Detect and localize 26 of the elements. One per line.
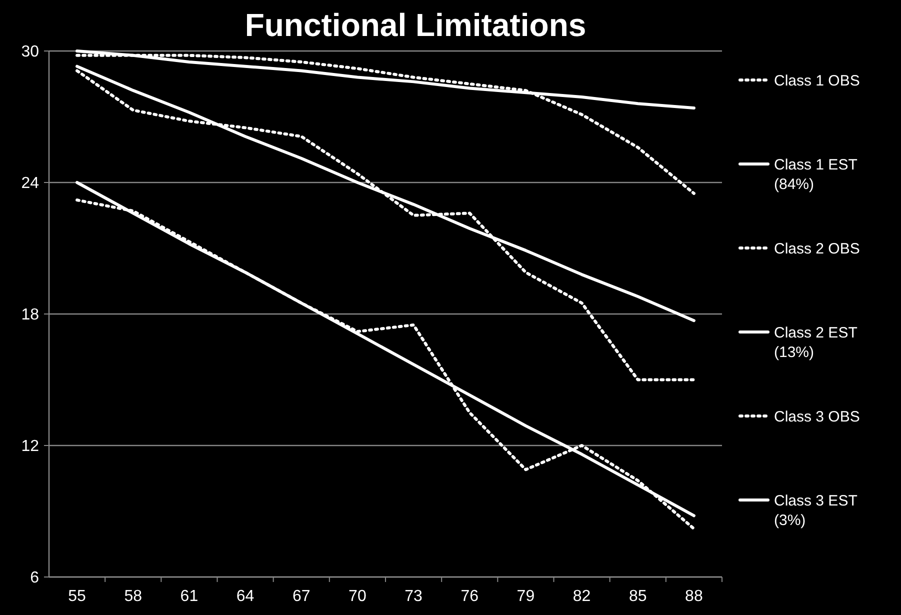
x-tick-label: 64 [236, 588, 254, 605]
x-tick-label: 55 [68, 588, 86, 605]
x-tick-label: 58 [124, 588, 142, 605]
y-tick-label: 30 [21, 44, 40, 61]
legend-label: Class 3 EST (3%) [774, 492, 858, 529]
legend-label: Class 2 EST (13%) [774, 324, 858, 361]
x-tick-label: 76 [460, 588, 479, 605]
chart-title: Functional Limitations [244, 7, 586, 43]
y-tick-label: 6 [30, 570, 40, 587]
y-tick-label: 18 [21, 306, 40, 324]
x-tick-label: 79 [516, 588, 535, 605]
x-tick-label: 67 [292, 588, 310, 605]
x-tick-label: 85 [628, 588, 647, 605]
x-tick-label: 73 [404, 588, 423, 605]
y-tick-label: 24 [21, 175, 40, 192]
line-series [76, 54, 696, 195]
line-series [76, 69, 696, 382]
legend-label: Class 3 OBS [774, 408, 860, 426]
x-tick-label: 88 [685, 588, 703, 605]
x-tick-label: 82 [572, 588, 591, 605]
y-tick-label: 12 [21, 438, 40, 456]
legend-label: Class 1 OBS [774, 72, 860, 90]
x-tick-label: 70 [348, 588, 366, 605]
x-tick-label: 61 [180, 588, 198, 605]
legend-label: Class 2 OBS [774, 240, 860, 258]
legend-label: Class 1 EST (84%) [774, 156, 858, 193]
